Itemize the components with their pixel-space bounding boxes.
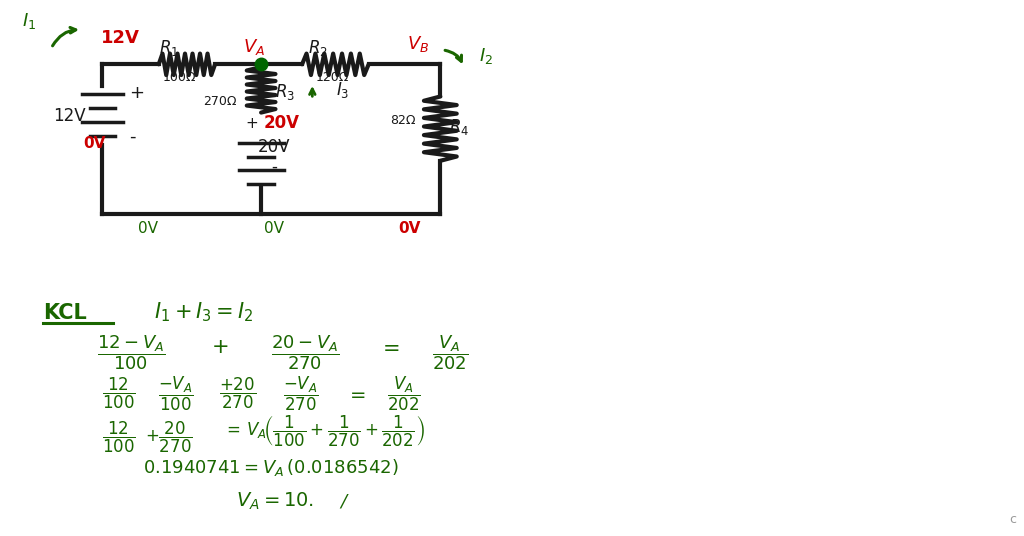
Text: 0V: 0V bbox=[138, 221, 159, 236]
Text: KCL: KCL bbox=[43, 303, 87, 323]
Text: $+$: $+$ bbox=[212, 337, 228, 358]
Text: $=$: $=$ bbox=[379, 337, 399, 358]
Text: -: - bbox=[271, 158, 278, 176]
Text: $\dfrac{12-V_A}{100}$: $\dfrac{12-V_A}{100}$ bbox=[97, 333, 165, 372]
Text: 0V: 0V bbox=[83, 136, 105, 151]
Text: $I_2$: $I_2$ bbox=[479, 46, 494, 66]
Text: 12V: 12V bbox=[101, 28, 140, 47]
Text: $\dfrac{V_A}{202}$: $\dfrac{V_A}{202}$ bbox=[432, 333, 469, 372]
Text: c: c bbox=[1009, 513, 1016, 526]
Text: $=$: $=$ bbox=[346, 384, 367, 403]
Text: +: + bbox=[129, 84, 144, 102]
Text: $\dfrac{+20}{270}$: $\dfrac{+20}{270}$ bbox=[219, 376, 256, 411]
Text: $I_1$: $I_1$ bbox=[22, 11, 36, 32]
Text: 20V: 20V bbox=[258, 138, 291, 156]
Text: $R_1$: $R_1$ bbox=[159, 38, 179, 58]
Text: /: / bbox=[340, 493, 346, 511]
Text: $R_2$: $R_2$ bbox=[307, 38, 328, 58]
Text: 0V: 0V bbox=[264, 221, 285, 236]
Text: $\dfrac{-V_A}{270}$: $\dfrac{-V_A}{270}$ bbox=[284, 374, 318, 413]
Text: 270Ω: 270Ω bbox=[204, 95, 237, 108]
Text: $\dfrac{V_A}{202}$: $\dfrac{V_A}{202}$ bbox=[387, 374, 420, 413]
Text: 82Ω: 82Ω bbox=[390, 114, 415, 127]
Text: $I_3$: $I_3$ bbox=[336, 80, 349, 100]
Text: 100Ω: 100Ω bbox=[163, 71, 196, 84]
Text: $R_4$: $R_4$ bbox=[449, 117, 469, 137]
Text: $\dfrac{20-V_A}{270}$: $\dfrac{20-V_A}{270}$ bbox=[271, 333, 339, 372]
Text: $R_3$: $R_3$ bbox=[274, 82, 295, 102]
Text: $\dfrac{12}{100}$: $\dfrac{12}{100}$ bbox=[102, 420, 135, 455]
Text: 120Ω: 120Ω bbox=[316, 71, 349, 84]
Text: $\dfrac{-V_A}{100}$: $\dfrac{-V_A}{100}$ bbox=[159, 374, 194, 413]
Text: $I_1 + I_3 = I_2$: $I_1 + I_3 = I_2$ bbox=[154, 300, 253, 324]
Text: $= \, V_A\!\left(\dfrac{1}{100}+\dfrac{1}{270}+\dfrac{1}{202}\right)$: $= \, V_A\!\left(\dfrac{1}{100}+\dfrac{1… bbox=[223, 413, 425, 449]
Text: -: - bbox=[129, 128, 135, 146]
Text: $0.1940741 = V_A\,(0.0186542)$: $0.1940741 = V_A\,(0.0186542)$ bbox=[143, 457, 399, 478]
Text: 12V: 12V bbox=[53, 107, 86, 125]
Text: $V_A = 10.$: $V_A = 10.$ bbox=[236, 491, 313, 512]
Text: $+\dfrac{20}{270}$: $+\dfrac{20}{270}$ bbox=[145, 420, 193, 455]
Text: +: + bbox=[246, 116, 258, 131]
Text: $V_B$: $V_B$ bbox=[407, 34, 429, 55]
Text: $\dfrac{12}{100}$: $\dfrac{12}{100}$ bbox=[102, 376, 135, 411]
Text: 0V: 0V bbox=[398, 221, 421, 236]
Text: 20V: 20V bbox=[263, 114, 300, 132]
Text: $V_A$: $V_A$ bbox=[243, 37, 265, 57]
